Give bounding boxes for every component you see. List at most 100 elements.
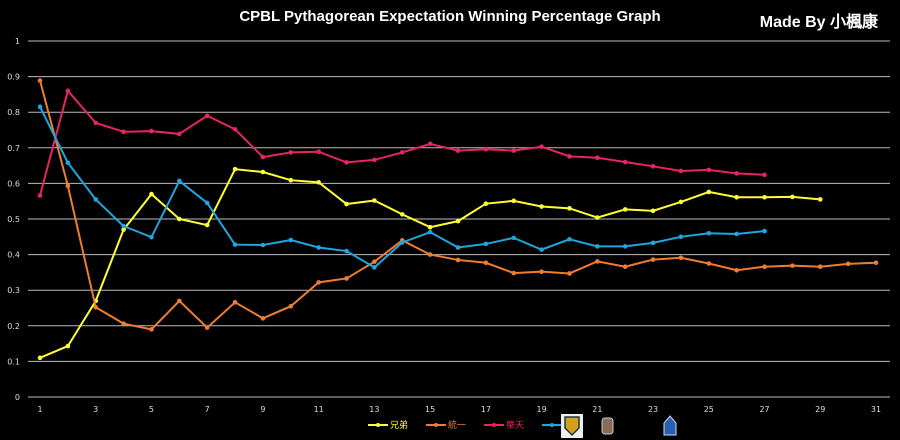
data-point [232,242,238,247]
chart-credit: Made By 小楓康 [759,14,878,31]
x-tick-label: 19 [537,405,547,414]
logo-body [601,417,614,435]
legend-item: 統一 [426,419,466,431]
data-point [567,236,572,242]
x-tick-label: 7 [205,405,210,414]
data-point [817,197,823,202]
data-point [678,255,684,261]
data-point [232,166,238,172]
data-point [706,189,712,195]
data-point [204,325,210,330]
data-point [762,264,767,270]
data-point [734,231,739,237]
y-tick-label: 0.2 [7,322,20,331]
legend-marker [434,423,438,427]
y-tick-label: 0.7 [7,144,20,153]
y-tick-label: 0.3 [7,286,20,295]
data-point [65,343,71,349]
data-point [734,267,739,273]
data-point [455,245,461,250]
x-tick-label: 21 [592,405,602,414]
data-point [204,113,210,119]
data-point [288,237,294,243]
x-tick-label: 31 [871,405,881,414]
data-point [511,235,517,241]
data-point [316,245,321,250]
y-tick-label: 0.1 [7,357,20,366]
data-point [121,321,126,326]
team-logo-blue-icon [663,415,677,436]
data-point [762,194,767,200]
data-point [595,259,600,264]
x-tick-label: 13 [369,405,379,414]
data-point [399,240,405,245]
legend-label: 樂天 [506,419,524,431]
data-point [288,177,294,183]
data-point [149,128,154,134]
data-point [539,247,544,252]
data-point [734,194,739,200]
data-point [567,206,572,211]
series-3 [37,88,767,198]
data-point [483,241,489,247]
data-point [260,316,266,321]
data-point [149,234,154,240]
series-4 [37,104,767,270]
x-tick-label: 23 [648,405,658,414]
data-point [344,201,349,207]
x-tick-label: 29 [815,405,825,414]
y-tick-label: 0 [15,393,20,402]
team-logo-shield-icon [561,414,583,438]
data-point [372,198,377,203]
data-point [567,271,572,276]
data-point [232,126,238,132]
data-point [260,169,266,175]
data-point [37,193,43,198]
data-point [204,222,210,228]
data-point [595,155,600,161]
data-point [37,78,43,83]
x-tick-label: 3 [93,405,98,414]
data-point [427,229,433,235]
chart-title: CPBL Pythagorean Expectation Winning Per… [239,8,661,25]
x-tick-label: 9 [260,405,265,414]
data-point [344,248,349,254]
data-point [427,252,433,257]
data-point [372,259,377,265]
data-point [399,150,405,155]
data-point [344,160,349,165]
y-tick-label: 0.8 [7,108,20,117]
data-point [539,144,544,150]
data-point [204,200,210,206]
data-point [455,218,461,224]
data-point [399,212,405,217]
data-point [260,154,266,160]
data-point [455,148,461,153]
x-tick-label: 27 [759,405,769,414]
series-line [39,88,765,196]
series-1 [37,166,823,361]
data-point [455,257,461,263]
data-point [622,159,628,165]
data-point [65,88,71,94]
data-point [539,269,544,274]
data-point [260,242,266,248]
data-point [762,172,767,178]
data-point [706,261,712,266]
data-point [427,141,433,147]
y-tick-label: 0.5 [7,215,20,224]
data-point [650,257,656,262]
data-point [149,191,154,197]
data-point [344,276,349,281]
data-point [65,160,71,166]
data-point [845,261,851,267]
data-point [427,224,433,230]
legend-marker [376,423,380,427]
legend-marker [492,423,496,427]
data-point [177,178,182,184]
data-point [177,216,182,222]
data-point [37,104,43,110]
data-point [567,154,572,159]
data-point [93,197,99,202]
